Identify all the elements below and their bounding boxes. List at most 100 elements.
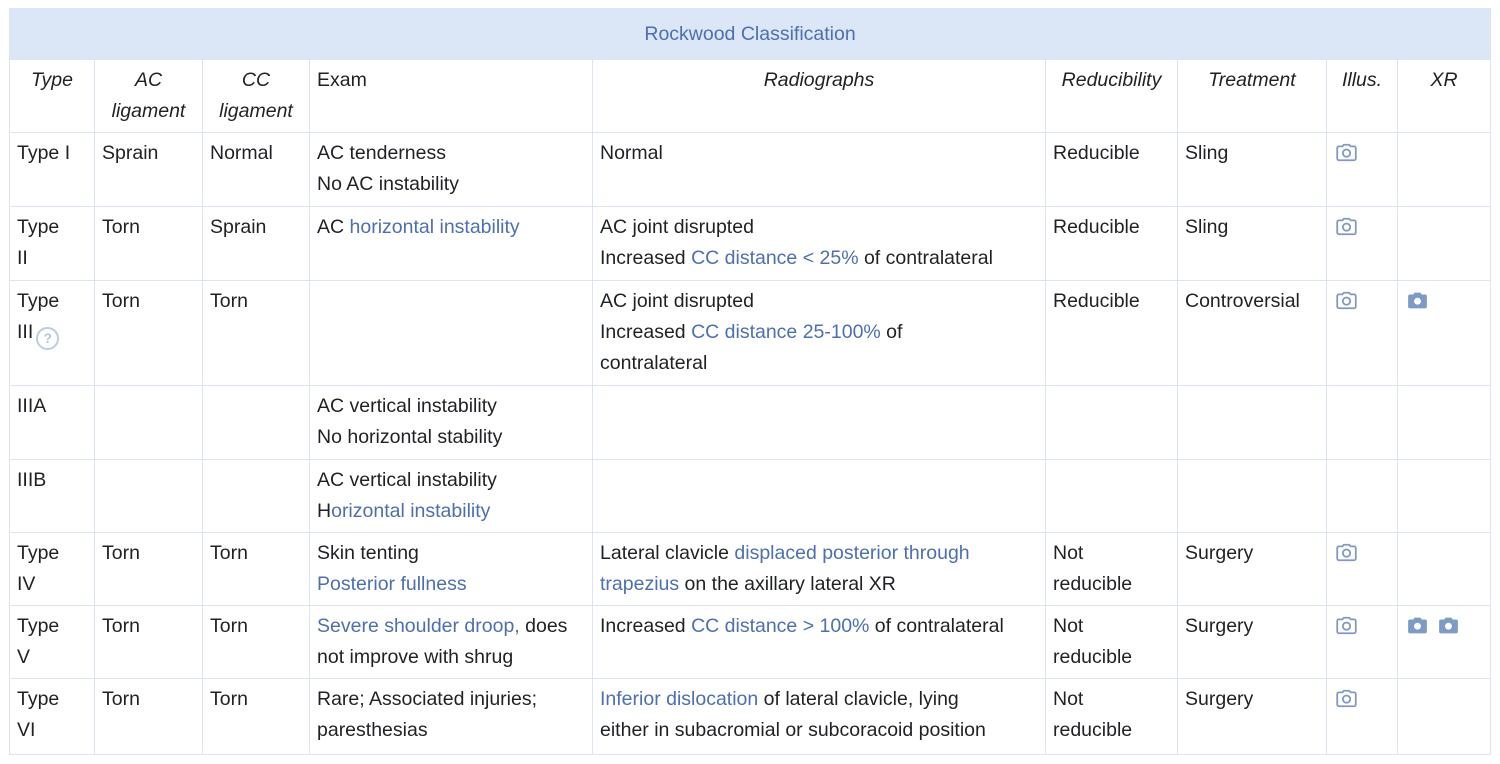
help-icon[interactable]: ? — [33, 317, 60, 350]
cell-link[interactable]: horizontal instability — [349, 216, 520, 238]
cell-line: IIIA — [17, 391, 87, 422]
cell-text: V — [17, 646, 31, 668]
camera-outline-icon[interactable] — [1334, 538, 1359, 569]
cell-text: Sprain — [102, 142, 159, 164]
camera-outline-icon[interactable] — [1334, 684, 1359, 715]
cell-text: of contralateral — [869, 615, 1004, 637]
cell-radiographs: Inferior dislocation of lateral clavicle… — [592, 678, 1046, 755]
cell-link[interactable]: CC distance < 25% — [691, 247, 859, 269]
cell-text: Torn — [102, 542, 140, 564]
cell-xr — [1396, 459, 1492, 533]
cell-link[interactable]: CC distance > 100% — [691, 615, 870, 637]
cell-type: Type IV — [9, 532, 95, 606]
cell-cc-ligament: Torn — [202, 532, 310, 606]
cell-line — [1334, 538, 1390, 569]
cell-exam: AC tenderness No AC instability — [309, 132, 593, 207]
cell-text: Not — [1053, 688, 1084, 710]
cell-text: contralateral — [600, 352, 708, 374]
cell-line: not improve with shrug — [317, 642, 585, 673]
cell-text: Lateral clavicle — [600, 542, 735, 564]
cell-line: Normal — [600, 138, 1038, 169]
cell-ac-ligament: Sprain — [94, 132, 203, 207]
cell-link[interactable]: orizontal instability — [331, 500, 491, 522]
cell-text: Sprain — [210, 216, 267, 238]
cell-link[interactable]: trapezius — [600, 573, 680, 595]
cell-text: Type — [17, 615, 60, 637]
cell-text: AC joint disrupted — [600, 216, 754, 238]
cell-link[interactable]: displaced posterior through — [734, 542, 970, 564]
cell-text: Reducible — [1053, 290, 1140, 312]
cell-text: does — [519, 615, 568, 637]
cell-exam: Severe shoulder droop, does not improve w… — [309, 605, 593, 679]
cell-ac-ligament — [94, 459, 203, 533]
camera-outline-icon[interactable] — [1334, 138, 1359, 169]
cell-line: Not — [1053, 684, 1170, 715]
cell-treatment: Sling — [1177, 206, 1327, 281]
cell-text: Surgery — [1185, 542, 1254, 564]
cell-line: paresthesias — [317, 715, 585, 746]
cell-ac-ligament: Torn — [94, 280, 203, 386]
column-header-ac-ligament: AC ligament — [94, 59, 203, 133]
cell-line: reducible — [1053, 715, 1170, 746]
cell-exam: AC horizontal instability — [309, 206, 593, 281]
camera-filled-icon[interactable] — [1405, 611, 1430, 642]
camera-filled-icon[interactable] — [1405, 286, 1430, 317]
cell-line: contralateral — [600, 348, 1038, 379]
cell-radiographs — [592, 385, 1046, 460]
cell-treatment: Sling — [1177, 132, 1327, 207]
cell-illus — [1326, 132, 1398, 207]
cell-cc-ligament: Sprain — [202, 206, 310, 281]
cell-text: II — [17, 247, 28, 269]
column-header-reducibility: Reducibility — [1045, 59, 1178, 133]
cell-text: IIIA — [17, 395, 47, 417]
cell-line: either in subacromial or subcoracoid pos… — [600, 715, 1038, 746]
cell-text: of — [880, 321, 903, 343]
cell-text: Torn — [102, 290, 140, 312]
cell-xr — [1396, 605, 1492, 679]
cell-line: No AC instability — [317, 169, 585, 200]
cell-exam — [309, 280, 593, 386]
cell-text: Type — [17, 688, 60, 710]
cell-line: Reducible — [1053, 286, 1170, 317]
cell-text: Not — [1053, 542, 1084, 564]
cell-text: Torn — [102, 688, 140, 710]
cell-text: III — [17, 321, 34, 343]
cell-cc-ligament — [202, 385, 310, 460]
camera-outline-icon[interactable] — [1334, 611, 1359, 642]
cell-line: No horizontal stability — [317, 422, 585, 453]
cell-line: trapezius on the axillary lateral XR — [600, 569, 1038, 600]
cell-link[interactable]: Inferior dislocation — [600, 688, 759, 710]
cell-text: VI — [17, 719, 36, 741]
camera-outline-icon[interactable] — [1334, 286, 1359, 317]
cell-xr — [1396, 532, 1492, 606]
cell-line: AC joint disrupted — [600, 212, 1038, 243]
cell-text: Sling — [1185, 142, 1229, 164]
cell-text: No horizontal stability — [317, 426, 503, 448]
cell-line: AC horizontal instability — [317, 212, 585, 243]
cell-link[interactable]: Severe shoulder droop, — [317, 615, 520, 637]
cell-line: Increased CC distance > 100% of contrala… — [600, 611, 1038, 642]
cell-radiographs — [592, 459, 1046, 533]
camera-filled-icon[interactable] — [1436, 611, 1461, 642]
camera-outline-icon[interactable] — [1334, 212, 1359, 243]
cell-line: Torn — [210, 684, 302, 715]
cell-link[interactable]: CC distance 25-100% — [691, 321, 881, 343]
cell-cc-ligament: Torn — [202, 280, 310, 386]
cell-link[interactable]: Posterior fullness — [317, 573, 467, 595]
cell-line: Surgery — [1185, 684, 1319, 715]
cell-text: Torn — [102, 615, 140, 637]
cell-line: Increased CC distance 25-100% of — [600, 317, 1038, 348]
table-row-type-vi: Type VI Torn Torn Rare; Associated injuries;… — [9, 678, 1492, 755]
cell-reducibility: Reducible — [1045, 280, 1178, 386]
cell-text: Not — [1053, 615, 1084, 637]
cell-line: IIIB — [17, 465, 87, 496]
cell-exam: Rare; Associated injuries; paresthesias — [309, 678, 593, 755]
cell-xr — [1396, 385, 1492, 460]
cell-text: Torn — [210, 290, 248, 312]
cell-text: Type I — [17, 142, 71, 164]
cell-text: of contralateral — [858, 247, 993, 269]
cell-line: AC tenderness — [317, 138, 585, 169]
column-header-row: Type AC ligament CC ligament Exam Radiograph… — [9, 59, 1492, 133]
cell-ac-ligament: Torn — [94, 532, 203, 606]
